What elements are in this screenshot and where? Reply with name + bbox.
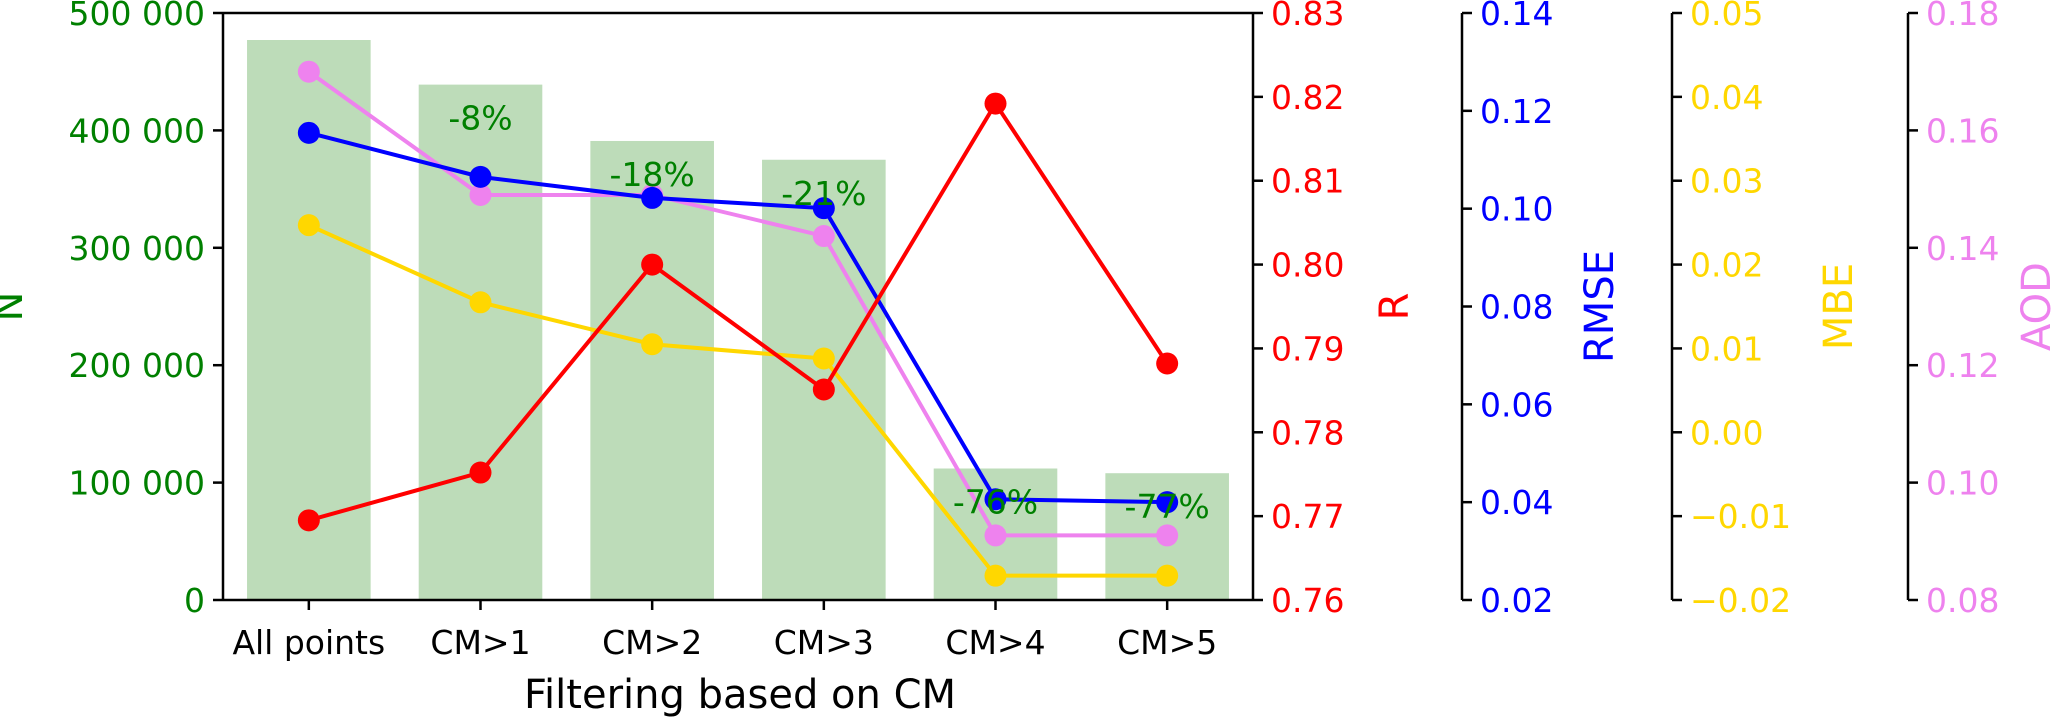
- axis-tick-label-rmse-0: 0.02: [1480, 581, 1553, 620]
- series-point-aod-4: [984, 524, 1007, 547]
- series-point-mbe-3: [812, 347, 835, 370]
- axis-label-rmse: RMSE: [1577, 250, 1623, 363]
- axis-tick-label-n-1: 100 000: [69, 464, 205, 503]
- series-point-aod-3: [812, 225, 835, 248]
- series-line-rmse: [308, 130, 1168, 505]
- axis-tick-label-r-7: 0.83: [1271, 0, 1344, 33]
- series-line-mbe: [308, 223, 1168, 578]
- series-point-rmse-4: [984, 488, 1007, 511]
- axis-tick-label-r-4: 0.80: [1271, 246, 1344, 285]
- bars-layer: [247, 40, 1229, 600]
- bar-2: [590, 140, 714, 600]
- series-point-mbe-2: [641, 333, 664, 356]
- axis-tick-label-aod-4: 0.16: [1926, 111, 1999, 150]
- series-point-r-1: [469, 461, 492, 484]
- plot-frame: [223, 11, 1253, 602]
- axis-tick-label-rmse-1: 0.04: [1480, 483, 1553, 522]
- axis-tick-label-mbe-7: 0.05: [1690, 0, 1763, 33]
- axis-tick-label-mbe-4: 0.02: [1690, 246, 1763, 285]
- series-point-rmse-3: [812, 197, 835, 220]
- bar-label-4: -76%: [953, 483, 1038, 522]
- axis-tick-label-r-6: 0.82: [1271, 78, 1344, 117]
- axis-tick-label-mbe-3: 0.01: [1690, 329, 1763, 368]
- axis-label-aod: AOD: [2014, 262, 2060, 351]
- axis-tick-label-aod-2: 0.12: [1926, 346, 1999, 385]
- axis-tick-label-rmse-5: 0.12: [1480, 92, 1553, 131]
- series-point-aod-1: [469, 183, 492, 206]
- series-point-mbe-1: [469, 291, 492, 314]
- series-line-aod: [307, 70, 1168, 538]
- series-point-aod-5: [1156, 524, 1179, 547]
- axis-label-r: R: [1372, 293, 1418, 321]
- axis-label-n: N: [0, 292, 32, 322]
- lines-layer: [297, 60, 1179, 587]
- series-point-r-4: [984, 92, 1007, 115]
- x-axis-label: Filtering based on CM: [524, 672, 956, 718]
- axis-tick-label-rmse-2: 0.06: [1480, 385, 1553, 424]
- axis-tick-label-rmse-6: 0.14: [1480, 0, 1553, 33]
- axis-tick-label-n-4: 400 000: [69, 111, 205, 150]
- series-point-rmse-5: [1156, 491, 1179, 514]
- series-point-rmse-0: [297, 121, 320, 144]
- series-point-mbe-0: [297, 214, 320, 237]
- x-tick-label-4: CM>4: [945, 623, 1045, 662]
- series-point-r-3: [812, 378, 835, 401]
- series-point-aod-0: [297, 60, 320, 83]
- axis-tick-label-aod-5: 0.18: [1926, 0, 1999, 33]
- axis-tick-label-n-3: 300 000: [69, 229, 205, 268]
- series-point-rmse-1: [469, 165, 492, 188]
- axis-tick-label-mbe-2: 0.00: [1690, 413, 1763, 452]
- axis-tick-label-mbe-0: −0.02: [1690, 581, 1791, 620]
- series-point-r-5: [1156, 352, 1179, 375]
- axis-tick-label-r-2: 0.78: [1271, 413, 1344, 452]
- x-tick-label-1: CM>1: [430, 623, 530, 662]
- axis-label-mbe: MBE: [1816, 263, 1862, 350]
- axis-tick-label-aod-3: 0.14: [1926, 229, 1999, 268]
- axis-tick-label-mbe-5: 0.03: [1690, 162, 1763, 201]
- axis-tick-label-n-5: 500 000: [69, 0, 205, 33]
- axis-tick-label-r-3: 0.79: [1271, 329, 1344, 368]
- series-point-r-2: [641, 253, 664, 276]
- axis-tick-label-r-5: 0.81: [1271, 162, 1344, 201]
- axis-tick-label-aod-0: 0.08: [1926, 581, 1999, 620]
- bar-label-1: -8%: [448, 99, 512, 138]
- series-point-rmse-2: [641, 186, 664, 209]
- x-tick-label-2: CM>2: [602, 623, 702, 662]
- series-line-r: [308, 99, 1169, 523]
- axes-layer: All points CM>1 CM>2 CM>3 CM>4 CM>5 0 100 000 20…: [0, 0, 2060, 662]
- x-tick-label-5: CM>5: [1117, 623, 1217, 662]
- series-point-mbe-4: [984, 564, 1007, 587]
- axis-tick-label-n-2: 200 000: [69, 346, 205, 385]
- bar-label-3: -21%: [781, 174, 866, 213]
- bar-label-5: -77%: [1125, 487, 1210, 526]
- axis-tick-label-n-0: 0: [184, 581, 205, 620]
- x-tick-label-0: All points: [232, 623, 385, 662]
- axis-tick-label-aod-1: 0.10: [1926, 464, 1999, 503]
- bar-label-2: -18%: [610, 155, 695, 194]
- axis-tick-label-r-1: 0.77: [1271, 497, 1344, 536]
- series-point-r-0: [297, 509, 320, 532]
- axis-tick-label-r-0: 0.76: [1271, 581, 1344, 620]
- axis-tick-label-mbe-1: −0.01: [1690, 497, 1791, 536]
- axis-tick-label-mbe-6: 0.04: [1690, 78, 1763, 117]
- axis-tick-label-rmse-4: 0.10: [1480, 190, 1553, 229]
- series-point-mbe-5: [1156, 564, 1179, 587]
- x-tick-label-3: CM>3: [774, 623, 874, 662]
- bar-labels-layer: -8% -18% -21% -76% -77%: [448, 99, 1209, 527]
- axis-tick-label-rmse-3: 0.08: [1480, 288, 1553, 327]
